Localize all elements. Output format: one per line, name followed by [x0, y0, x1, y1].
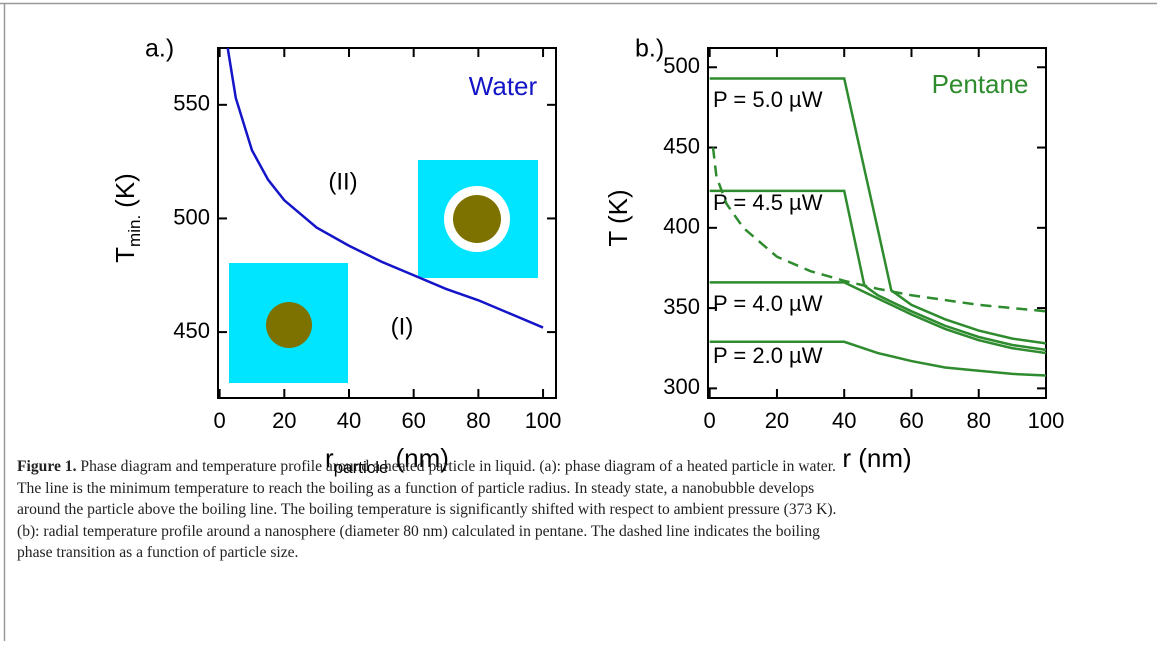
y-tick-label: 500 [663, 53, 700, 78]
x-title: rparticle (nm) [325, 443, 449, 478]
data-line [709, 189, 1047, 352]
y-title-main: T (K) [603, 189, 633, 246]
caption-line: (b): radial temperature profile around a… [17, 522, 820, 540]
x-tick-label: 100 [1028, 408, 1065, 433]
x-tick-label: 100 [525, 408, 562, 433]
panel-label: b.) [635, 35, 664, 63]
y-title-sub: min. [125, 215, 144, 247]
caption-line: around the particle above the boiling li… [17, 501, 837, 519]
data-line [709, 77, 1047, 345]
x-tick-label: 40 [832, 408, 856, 433]
y-tick-label: 450 [663, 133, 700, 158]
y-title-unit: (K) [110, 173, 140, 208]
y-tick-label: 400 [663, 214, 700, 239]
data-line [711, 147, 1047, 313]
plot-frame [707, 47, 1047, 399]
y-tick-label: 450 [173, 318, 210, 343]
annotation: Pentane [932, 69, 1029, 99]
annotation: (II) [328, 168, 357, 195]
caption-line: The line is the minimum temperature to r… [17, 479, 815, 497]
y-title-main: T [110, 247, 140, 263]
annotation: Water [469, 71, 538, 101]
series-label: P = 4.0 µW [713, 291, 823, 316]
x-tick-label: 40 [337, 408, 361, 433]
x-tick-label: 60 [899, 408, 923, 433]
data-line [709, 340, 1047, 377]
x-title-main: r (nm) [842, 443, 911, 473]
x-title-main: r [325, 443, 334, 473]
inset-bubble [418, 160, 538, 278]
y-tick-label: 550 [173, 91, 210, 116]
x-tick-label: 60 [401, 408, 425, 433]
series-label: P = 2.0 µW [713, 343, 823, 368]
caption-line: phase transition as a function of partic… [17, 544, 299, 562]
plot-frame [217, 47, 557, 399]
data-line [226, 47, 544, 329]
x-title: r (nm) [842, 443, 911, 473]
y-title: Tmin. (K) [110, 173, 145, 263]
y-tick-label: 500 [173, 204, 210, 229]
x-tick-label: 0 [704, 408, 716, 433]
data-line [709, 281, 1047, 355]
caption-label: Figure 1. [17, 458, 77, 475]
series-label: P = 5.0 µW [713, 87, 823, 112]
caption-line: Figure 1. Phase diagram and temperature … [17, 456, 1147, 478]
caption: Figure 1. Phase diagram and temperature … [17, 456, 1147, 564]
panel-label: a.) [145, 35, 174, 63]
x-tick-label: 20 [272, 408, 296, 433]
series-label: P = 4.5 µW [713, 190, 823, 215]
y-tick-label: 300 [663, 374, 700, 399]
y-tick-label: 350 [663, 294, 700, 319]
y-title: T (K) [603, 189, 633, 246]
caption-text: Phase diagram and temperature profile ar… [80, 458, 836, 475]
x-title-sub: particle [334, 458, 389, 477]
inset-particle [229, 263, 348, 383]
x-tick-label: 0 [213, 408, 225, 433]
x-tick-label: 80 [466, 408, 490, 433]
x-title-unit: (nm) [396, 443, 449, 473]
x-tick-label: 80 [966, 408, 990, 433]
x-tick-label: 20 [765, 408, 789, 433]
annotation: (I) [391, 313, 414, 340]
